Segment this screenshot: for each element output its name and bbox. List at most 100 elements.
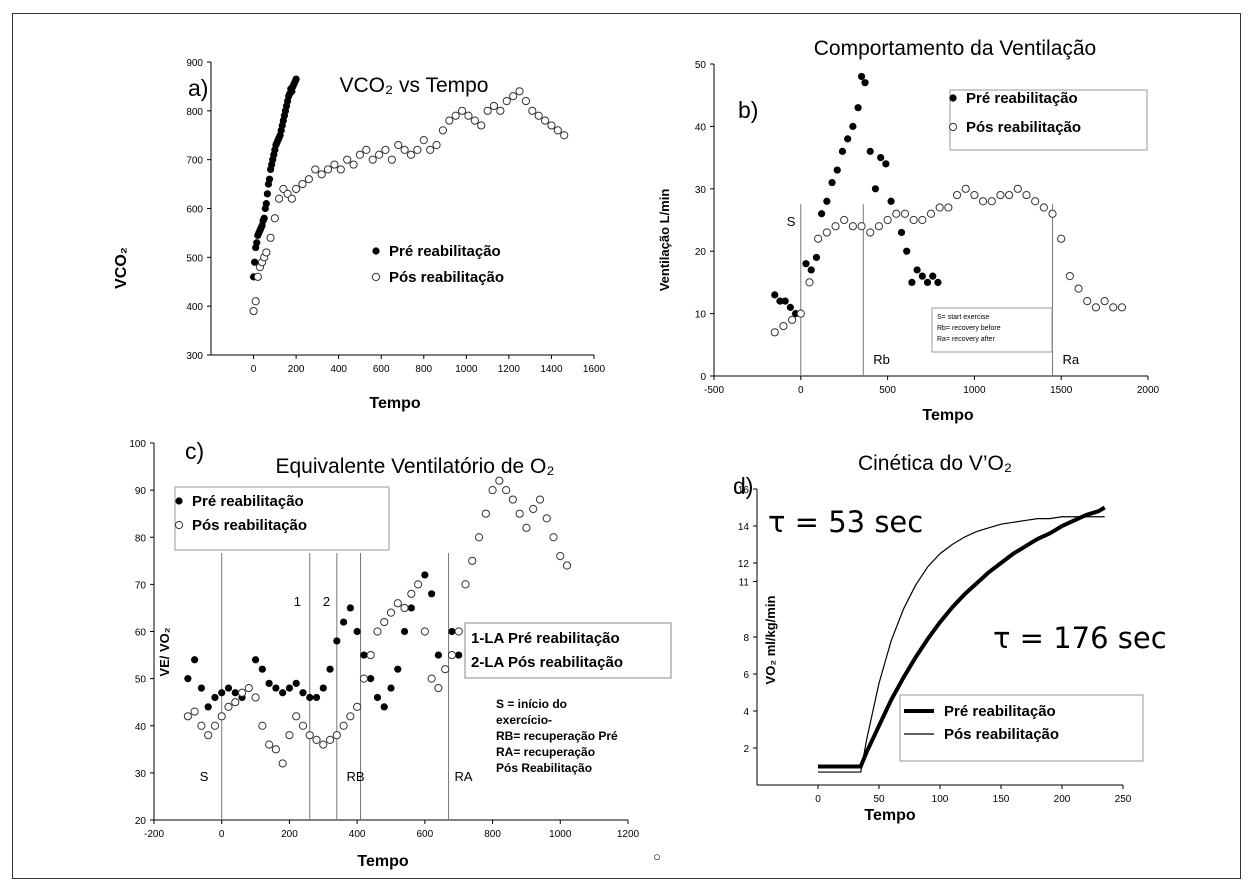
data-point-pos xyxy=(427,674,436,683)
data-point-pos xyxy=(1065,272,1074,281)
data-point-pos xyxy=(311,165,320,174)
data-point-pos xyxy=(271,745,280,754)
data-point-pre xyxy=(360,651,368,659)
data-point-pos xyxy=(285,731,294,740)
data-point-pos xyxy=(413,580,423,589)
data-point-pre xyxy=(854,104,862,112)
data-point-pre xyxy=(218,689,226,697)
y-tick-label: 6 xyxy=(743,670,749,681)
x-axis-label: Tempo xyxy=(369,395,420,412)
data-point-pos xyxy=(438,126,448,135)
data-point-pre xyxy=(380,703,388,711)
data-point-pos xyxy=(831,222,840,231)
data-point-pos xyxy=(353,702,362,712)
data-point-pos xyxy=(224,702,233,712)
data-point-pos xyxy=(258,721,267,730)
legend-box xyxy=(949,89,1148,151)
note-box-frame xyxy=(931,307,1053,353)
panel-label: d) xyxy=(733,473,753,499)
reference-vline-label: S xyxy=(200,769,209,784)
data-point-pos xyxy=(381,145,390,154)
x-tick-label: 0 xyxy=(251,364,257,375)
y-tick-label: 60 xyxy=(135,628,147,639)
data-point-pos xyxy=(374,150,384,159)
data-point-pre xyxy=(934,278,942,286)
data-point-pre xyxy=(929,272,937,280)
y-axis-label: VE/ VO₂ xyxy=(157,627,172,676)
chart-title: Equivalente Ventilatório de O₂ xyxy=(276,455,555,478)
data-point-pos xyxy=(542,514,551,523)
legend-box xyxy=(372,245,587,305)
data-point-pos xyxy=(553,126,562,135)
data-point-pos xyxy=(298,179,307,189)
data-point-pos xyxy=(262,248,271,257)
data-point-pre xyxy=(258,665,266,673)
data-point-pos xyxy=(190,707,199,716)
data-point-pos xyxy=(355,150,365,159)
data-point-pos xyxy=(386,608,396,617)
data-point-pre xyxy=(871,185,880,193)
data-point-pos xyxy=(426,145,435,154)
note-line: RA= recuperação xyxy=(496,745,595,759)
data-point-pre xyxy=(251,656,260,664)
panel-label: a) xyxy=(188,75,208,101)
data-point-pos xyxy=(540,116,550,125)
data-point-pre xyxy=(844,135,852,143)
data-point-pos xyxy=(366,650,375,660)
data-point-pre xyxy=(279,689,287,697)
y-tick-label: 16 xyxy=(738,485,750,496)
data-point-pos xyxy=(210,721,220,730)
x-tick-label: 2000 xyxy=(1137,385,1160,396)
data-point-pos xyxy=(387,155,396,164)
x-axis-label: Tempo xyxy=(357,853,408,870)
data-point-pos xyxy=(535,495,545,504)
data-point-pre xyxy=(781,297,789,305)
data-point-pos xyxy=(292,712,301,721)
la-label: 2-LA Pós reabilitação xyxy=(471,654,623,671)
y-tick-label: 900 xyxy=(186,58,203,69)
data-point-pos xyxy=(521,96,531,106)
reference-vline-label: 1 xyxy=(294,594,301,609)
data-point-pos xyxy=(332,731,341,740)
data-point-pos xyxy=(528,106,537,115)
data-point-pos xyxy=(400,145,409,154)
y-tick-label: 90 xyxy=(135,486,147,497)
data-point-pos xyxy=(407,589,416,598)
data-point-pre xyxy=(877,154,885,162)
data-point-pos xyxy=(432,140,441,150)
series-line-pos xyxy=(818,516,1105,773)
data-point-pre xyxy=(421,571,429,579)
note-line: exercício- xyxy=(496,713,552,727)
x-tick-label: 1600 xyxy=(583,364,606,375)
x-tick-label: 1000 xyxy=(455,364,478,375)
data-point-pre xyxy=(292,679,300,687)
data-point-pos xyxy=(961,184,970,193)
data-point-pos xyxy=(362,145,371,154)
data-point-pos xyxy=(1048,209,1057,218)
data-point-pre xyxy=(184,675,192,683)
data-point-pos xyxy=(926,209,936,218)
y-tick-label: 0 xyxy=(700,372,706,383)
data-point-pos xyxy=(274,194,284,203)
data-point-pre xyxy=(306,693,314,702)
data-point-pos xyxy=(400,603,409,613)
reference-vline-label: 2 xyxy=(323,594,330,609)
note-line: S= start exercise xyxy=(937,314,989,321)
data-point-pos xyxy=(970,190,979,200)
data-point-pos xyxy=(1039,203,1048,212)
legend-marker-filled xyxy=(175,497,183,505)
data-point-pos xyxy=(770,328,779,337)
data-point-pos xyxy=(477,121,486,130)
panel-c-ventilatory-equivalent-chart: -200 0 200 400 600 800 1000 1200 20 30 40 50 60 70 80 9… xyxy=(129,438,672,870)
data-point-pos xyxy=(944,203,953,212)
reference-vline-label: S xyxy=(787,214,796,229)
y-tick-label: 70 xyxy=(135,580,147,591)
data-point-pre xyxy=(191,656,199,664)
data-point-pos xyxy=(447,650,457,660)
data-point-pos xyxy=(349,160,358,169)
tau-annotation-pre: τ = 176 sec xyxy=(993,621,1167,655)
data-point-pos xyxy=(393,599,402,608)
data-point-pos xyxy=(343,155,352,164)
y-tick-label: 100 xyxy=(129,439,146,450)
data-point-pre xyxy=(861,79,869,87)
